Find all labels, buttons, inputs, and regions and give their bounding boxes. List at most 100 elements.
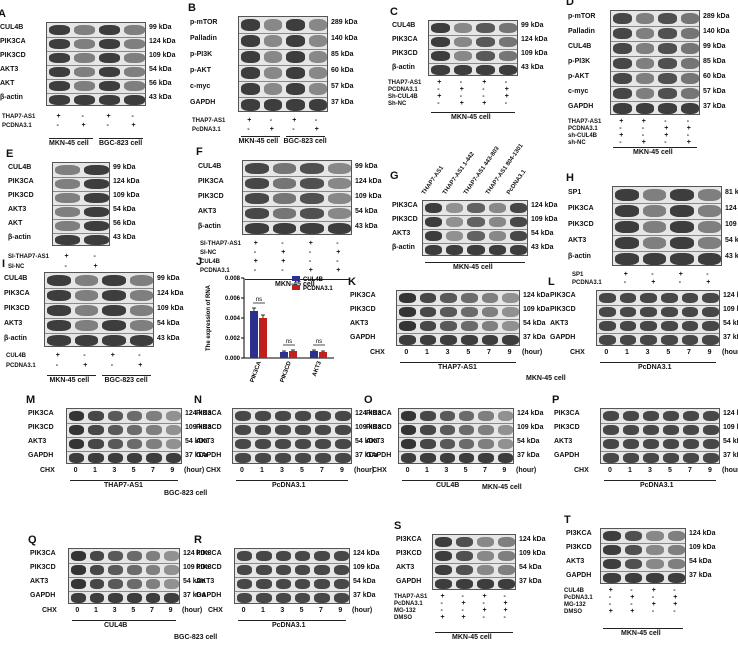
condition-label: MG-132: [564, 602, 586, 608]
band-row: [433, 563, 515, 577]
kda-label: 124 kDa: [531, 202, 558, 209]
row-divider: [69, 563, 179, 564]
cell-line: [425, 262, 525, 263]
condition-sign: -: [461, 607, 464, 614]
protein-band: [667, 531, 685, 541]
protein-band: [108, 551, 123, 561]
band-row: [597, 291, 719, 305]
time-unit: (hour): [354, 467, 375, 474]
protein-band: [420, 453, 436, 463]
protein-band: [440, 321, 457, 331]
band-row: [67, 437, 181, 451]
protein-band: [646, 545, 664, 555]
protein-band: [241, 83, 260, 95]
y-tick-label: 0.004: [225, 316, 241, 322]
condition-sign: -: [81, 113, 84, 120]
band-row: [235, 549, 349, 563]
kda-label: 37 kDa: [517, 452, 540, 459]
row-label: PIK3CD: [392, 216, 418, 223]
protein-band: [245, 178, 269, 189]
cell-label: MKN-45 cell: [621, 630, 661, 637]
row-label: Palladin: [190, 35, 217, 42]
protein-band: [697, 237, 721, 249]
time-point: 1: [93, 467, 97, 474]
protein-band: [84, 165, 109, 175]
protein-band: [481, 321, 499, 331]
condition-sign: -: [131, 113, 134, 120]
protein-band: [702, 321, 719, 331]
protein-band: [275, 579, 291, 589]
protein-band: [476, 65, 495, 75]
protein-band: [295, 439, 311, 449]
row-divider: [433, 577, 515, 578]
time-unit: (hour): [722, 349, 738, 356]
row-divider: [45, 288, 153, 289]
protein-band: [89, 593, 105, 603]
band-row: [239, 81, 327, 97]
protein-band: [165, 453, 181, 463]
protein-band: [286, 99, 305, 111]
kda-label: 37 kDa: [703, 102, 726, 110]
row-divider: [433, 549, 515, 550]
protein-band: [697, 221, 721, 233]
row-label: p-mTOR: [568, 12, 596, 20]
condition-sign: +: [504, 86, 509, 93]
protein-band: [619, 293, 637, 303]
row-divider: [53, 191, 109, 192]
kda-label: 54 kDa: [531, 230, 554, 237]
condition-label: SI-THAP7-AS1: [200, 241, 242, 247]
protein-band: [327, 193, 351, 204]
protein-band: [453, 23, 472, 33]
panel-label: M: [26, 394, 36, 406]
row-label: AKT3: [550, 320, 569, 327]
protein-band: [467, 217, 485, 227]
western-blot: [428, 20, 518, 76]
row-divider: [613, 235, 721, 236]
protein-band: [256, 551, 272, 561]
row-divider: [433, 563, 515, 564]
row-label: PIK3CD: [196, 564, 222, 571]
protein-band: [127, 453, 143, 463]
protein-band: [127, 579, 142, 589]
row-divider: [613, 219, 721, 220]
protein-band: [255, 439, 271, 449]
protein-band: [661, 307, 678, 317]
protein-band: [663, 439, 679, 449]
protein-band: [435, 537, 452, 547]
cell-line: [286, 136, 325, 137]
band-row: [233, 409, 351, 423]
row-label: PIK3CD: [28, 424, 54, 431]
condition-sign: +: [269, 126, 274, 133]
kda-label: 99 kDa: [157, 274, 180, 282]
protein-band: [88, 453, 104, 463]
condition-label: PCDNA3.1: [388, 87, 418, 93]
row-label: PIK3CA: [198, 177, 224, 185]
condition-sign: -: [641, 132, 645, 139]
protein-band: [615, 221, 639, 233]
kda-label: 56 kDa: [149, 80, 172, 87]
row-divider: [611, 41, 699, 42]
row-divider: [611, 71, 699, 72]
protein-band: [124, 67, 145, 77]
row-label: β-actin: [0, 94, 23, 101]
protein-band: [300, 163, 324, 174]
protein-band: [88, 411, 104, 421]
western-blot: [68, 548, 180, 604]
band-row: [45, 333, 153, 346]
protein-band: [635, 103, 654, 114]
group-label: PcDNA3.1: [640, 482, 674, 489]
condition-sign: -: [503, 593, 506, 600]
protein-band: [683, 411, 699, 421]
kda-label: 37 kDa: [331, 99, 354, 106]
protein-band: [425, 217, 443, 227]
condition-sign: +: [459, 100, 464, 107]
time-point: 0: [240, 467, 244, 474]
protein-band: [165, 411, 181, 421]
band-row: [613, 251, 721, 265]
row-label: AKT3: [196, 578, 215, 585]
time-point: 3: [648, 467, 652, 474]
row-label: p-PI3K: [568, 57, 591, 65]
panel-label: I: [2, 258, 6, 270]
protein-band: [697, 205, 721, 217]
time-point: 0: [405, 467, 410, 474]
